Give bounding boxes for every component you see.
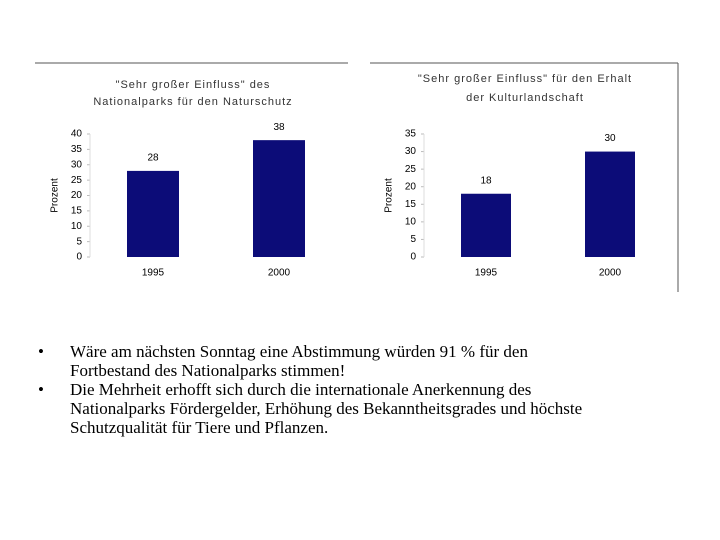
bar: [585, 151, 635, 257]
bullet-dot: •: [38, 342, 44, 361]
bullet-text: Nationalparks Fördergelder, Erhöhung des…: [70, 399, 582, 418]
bar: [127, 170, 179, 257]
data-label: 38: [273, 122, 285, 133]
bar: [253, 140, 305, 257]
y-tick-label: 0: [76, 252, 82, 263]
bullet-text: Schutzqualität für Tiere und Pflanzen.: [70, 418, 328, 437]
y-tick-label: 25: [71, 175, 83, 186]
y-tick-label: 30: [405, 146, 417, 157]
data-label: 18: [480, 175, 492, 186]
bar: [461, 193, 511, 257]
y-tick-label: 20: [71, 190, 83, 201]
y-tick-label: 5: [410, 234, 416, 245]
bullet-text: Wäre am nächsten Sonntag eine Abstimmung…: [70, 342, 528, 361]
y-tick-label: 35: [405, 129, 417, 140]
y-axis-label: Prozent: [50, 178, 61, 213]
y-tick-label: 15: [71, 206, 83, 217]
y-tick-label: 10: [71, 221, 83, 232]
bullet-text: Die Mehrheit erhofft sich durch die inte…: [70, 380, 531, 399]
y-tick-label: 35: [71, 144, 83, 155]
y-tick-label: 5: [76, 236, 82, 247]
chart-title: Nationalparks für den Naturschutz: [93, 96, 292, 108]
y-axis-label: Prozent: [384, 178, 395, 213]
bullet-dot: •: [38, 380, 44, 399]
y-tick-label: 0: [410, 252, 416, 263]
y-tick-label: 10: [405, 216, 417, 227]
bullet-text: Fortbestand des Nationalparks stimmen!: [70, 361, 345, 380]
y-tick-label: 20: [405, 181, 417, 192]
y-tick-label: 40: [71, 129, 83, 140]
y-tick-label: 30: [71, 159, 83, 170]
chart-title: "Sehr großer Einfluss" für den Erhalt: [418, 73, 632, 85]
x-tick-label: 1995: [142, 268, 165, 279]
x-tick-label: 1995: [475, 268, 498, 279]
y-tick-label: 25: [405, 164, 417, 175]
chart-title: "Sehr großer Einfluss" des: [116, 79, 271, 91]
y-tick-label: 15: [405, 199, 417, 210]
x-tick-label: 2000: [268, 268, 291, 279]
chart-title: der Kulturlandschaft: [466, 92, 584, 104]
data-label: 30: [604, 133, 616, 144]
data-label: 28: [147, 153, 159, 164]
x-tick-label: 2000: [599, 268, 622, 279]
